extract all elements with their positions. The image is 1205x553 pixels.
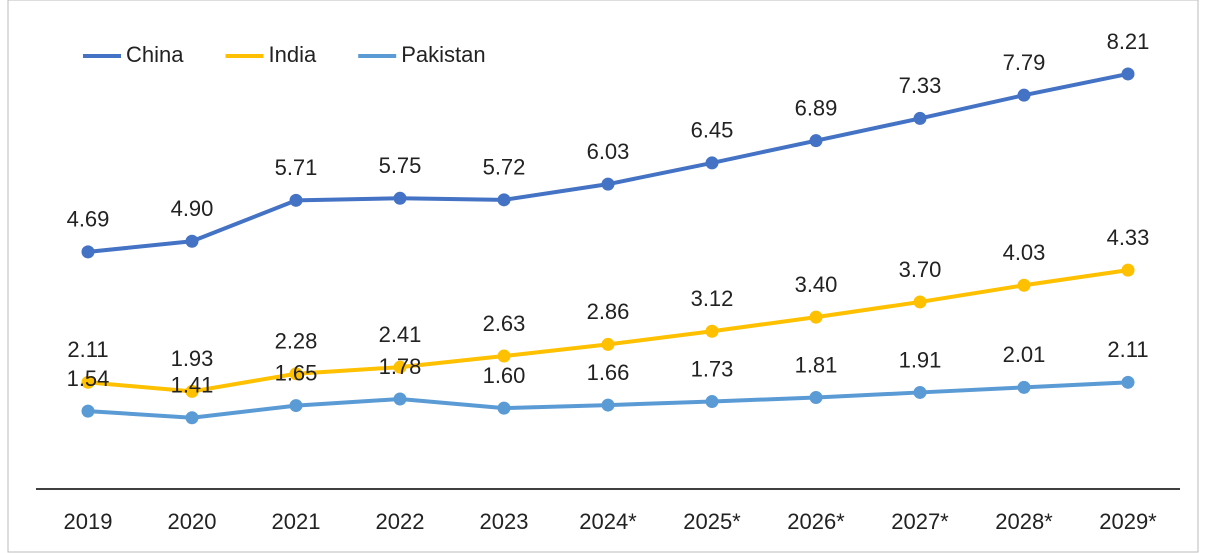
data-label: 2.41 (379, 322, 422, 347)
data-label: 2.86 (587, 299, 630, 324)
data-point (1017, 380, 1031, 394)
data-point (393, 392, 407, 406)
data-point (81, 245, 95, 259)
chart-frame (7, 0, 1199, 553)
x-tick-label: 2023 (480, 509, 529, 534)
data-point (1121, 263, 1135, 277)
data-point (185, 384, 199, 398)
x-tick-label: 2025* (683, 509, 741, 534)
data-label: 3.70 (899, 257, 942, 282)
data-point (497, 349, 511, 363)
x-tick-label: 2020 (168, 509, 217, 534)
data-label: 1.41 (171, 373, 214, 398)
data-label: 1.81 (795, 352, 838, 377)
data-label: 2.28 (275, 329, 318, 354)
data-label: 1.60 (483, 363, 526, 388)
data-point (81, 404, 95, 418)
x-tick-label: 2029* (1099, 509, 1157, 534)
data-label: 8.21 (1107, 29, 1150, 54)
x-tick-label: 2028* (995, 509, 1053, 534)
data-label: 6.89 (795, 95, 838, 120)
x-tick-label: 2024* (579, 509, 637, 534)
data-label: 1.78 (379, 354, 422, 379)
data-point (913, 385, 927, 399)
data-label: 5.72 (483, 155, 526, 180)
x-tick-label: 2019 (64, 509, 113, 534)
x-tick-label: 2022 (376, 509, 425, 534)
data-label: 4.33 (1107, 225, 1150, 250)
data-label: 2.01 (1003, 342, 1046, 367)
data-label: 3.12 (691, 286, 734, 311)
x-tick-label: 2027* (891, 509, 949, 534)
data-point (705, 324, 719, 338)
data-point (913, 295, 927, 309)
data-label: 5.75 (379, 153, 422, 178)
data-label: 2.63 (483, 311, 526, 336)
data-label: 4.90 (171, 196, 214, 221)
data-label: 7.79 (1003, 50, 1046, 75)
data-point (393, 191, 407, 205)
data-point (601, 398, 615, 412)
data-point (1121, 375, 1135, 389)
data-label: 1.91 (899, 347, 942, 372)
data-label: 1.54 (67, 366, 110, 391)
data-point (1121, 67, 1135, 81)
data-label: 1.65 (275, 360, 318, 385)
data-point (1017, 278, 1031, 292)
data-point (289, 367, 303, 381)
data-label: 1.73 (691, 356, 734, 381)
data-point (809, 134, 823, 148)
data-label: 1.66 (587, 360, 630, 385)
data-point (705, 156, 719, 170)
legend-label: India (268, 42, 316, 67)
data-point (1017, 88, 1031, 102)
data-point (601, 177, 615, 191)
legend-label: Pakistan (401, 42, 485, 67)
data-point (913, 111, 927, 125)
data-point (185, 411, 199, 425)
data-label: 3.40 (795, 272, 838, 297)
data-point (185, 234, 199, 248)
data-point (705, 395, 719, 409)
data-label: 5.71 (275, 155, 318, 180)
x-tick-label: 2021 (272, 509, 321, 534)
data-point (289, 399, 303, 413)
data-label: 2.11 (67, 337, 108, 362)
data-point (809, 310, 823, 324)
data-point (81, 375, 95, 389)
x-tick-label: 2026* (787, 509, 845, 534)
data-point (497, 193, 511, 207)
data-label: 6.45 (691, 118, 734, 143)
data-point (601, 337, 615, 351)
data-label: 4.69 (67, 207, 110, 232)
data-point (289, 193, 303, 207)
data-label: 7.33 (899, 73, 942, 98)
data-label: 6.03 (587, 139, 630, 164)
data-point (497, 401, 511, 415)
legend-label: China (126, 42, 184, 67)
data-point (393, 360, 407, 374)
data-point (809, 390, 823, 404)
data-label: 4.03 (1003, 240, 1046, 265)
data-label: 1.93 (171, 346, 214, 371)
data-label: 2.11 (1107, 337, 1148, 362)
